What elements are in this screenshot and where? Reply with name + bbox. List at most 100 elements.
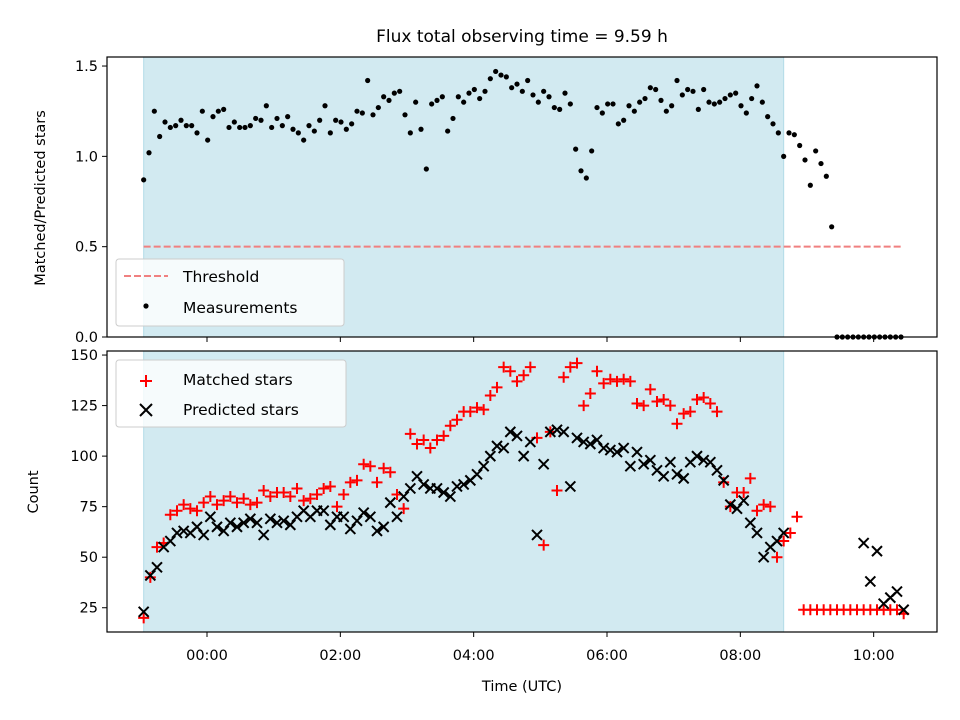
matched-star-point xyxy=(524,361,536,373)
measurement-point xyxy=(743,110,749,116)
measurement-point xyxy=(567,101,573,107)
predicted-star-point xyxy=(497,442,510,454)
matched-star-point xyxy=(744,472,756,484)
measurement-point xyxy=(813,148,819,154)
x-tick-label: 08:00 xyxy=(719,648,761,664)
matched-star-point xyxy=(331,501,343,513)
matched-star-point xyxy=(464,406,476,418)
measurement-point xyxy=(631,108,637,114)
measurement-point xyxy=(146,150,152,156)
predicted-star-point xyxy=(564,480,577,493)
measurement-point xyxy=(487,76,493,82)
predicted-star-point xyxy=(397,490,410,503)
measurement-point xyxy=(701,86,707,93)
count-frame xyxy=(106,350,938,633)
matched-star-point xyxy=(211,499,223,511)
measurement-point xyxy=(375,104,381,111)
predicted-star-point xyxy=(404,482,417,495)
matched-star-point xyxy=(364,460,376,472)
measurement-point xyxy=(690,88,696,94)
matched-star-point xyxy=(411,438,423,450)
matched-star-point xyxy=(571,357,583,369)
measurement-point xyxy=(365,77,371,84)
measurement-point xyxy=(285,114,291,120)
matched-star-point xyxy=(624,375,636,387)
ratio-y-tick-label: 0.5 xyxy=(75,240,98,256)
matched-star-point xyxy=(478,404,490,416)
measurement-point xyxy=(546,94,552,100)
predicted-star-point xyxy=(364,511,377,523)
measurement-point xyxy=(727,92,733,98)
matched-star-point xyxy=(311,489,323,501)
measurement-point xyxy=(445,128,451,134)
predicted-star-point xyxy=(444,490,457,503)
ratio-panel: 0.0 0.5 1.0 1.5 Matched/Predicted stars Thr… xyxy=(33,56,938,346)
measurement-point xyxy=(354,108,360,114)
measurement-point xyxy=(231,119,237,125)
matched-star-point xyxy=(784,527,796,539)
matched-star-point xyxy=(191,505,203,517)
predicted-star-point xyxy=(611,446,623,458)
measurement-point xyxy=(167,124,173,131)
measurement-point xyxy=(274,115,280,122)
measurement-point xyxy=(530,92,536,98)
matched-star-point xyxy=(471,402,483,414)
predicted-star-point xyxy=(637,458,650,470)
measurement-point xyxy=(605,101,611,107)
measurement-point xyxy=(279,123,285,129)
measurement-point xyxy=(706,99,712,105)
measurement-point xyxy=(423,166,429,172)
x-tick-label: 04:00 xyxy=(453,648,495,664)
measurement-point xyxy=(791,132,797,138)
measurement-point xyxy=(391,90,397,96)
count-y-tick-label: 150 xyxy=(70,348,98,364)
measurement-point xyxy=(189,123,195,129)
measurement-point xyxy=(199,108,205,114)
matched-star-point xyxy=(718,476,730,488)
predicted-star-point xyxy=(571,432,583,444)
matched-star-point xyxy=(611,375,623,387)
measurement-point xyxy=(263,103,269,109)
predicted-star-point xyxy=(257,529,270,541)
predicted-star-point xyxy=(671,468,683,481)
measurement-point xyxy=(759,99,765,105)
predicted-star-point xyxy=(584,438,597,450)
matched-star-point xyxy=(564,361,576,373)
predicted-star-point xyxy=(777,527,790,539)
measurement-point xyxy=(290,126,296,132)
predicted-star-point xyxy=(857,537,870,549)
predicted-star-point xyxy=(271,517,283,529)
matched-star-point xyxy=(438,430,450,442)
measurement-point xyxy=(647,85,653,91)
measurement-point xyxy=(573,146,579,152)
measurement-point xyxy=(386,97,392,103)
matched-star-point xyxy=(598,377,610,389)
measurement-point xyxy=(471,86,477,93)
measurement-point xyxy=(551,104,557,111)
predicted-star-point xyxy=(224,517,237,529)
matched-star-point xyxy=(244,499,256,511)
predicted-star-point xyxy=(531,529,543,541)
predicted-star-point xyxy=(697,454,710,466)
predicted-star-point xyxy=(504,426,517,438)
count-y-tick-label: 50 xyxy=(80,550,98,566)
measurement-point xyxy=(370,112,376,118)
matched-star-point xyxy=(698,391,710,403)
measurement-point xyxy=(162,119,168,125)
predicted-star-point xyxy=(171,527,183,539)
predicted-star-point xyxy=(537,458,550,470)
predicted-star-point xyxy=(477,460,490,472)
matched-star-point xyxy=(518,369,530,381)
matched-star-point xyxy=(351,474,363,486)
predicted-star-point xyxy=(351,515,363,527)
measurement-point xyxy=(295,130,301,136)
matched-star-point xyxy=(451,414,463,426)
measurement-point xyxy=(503,74,509,80)
measurement-point xyxy=(823,173,829,179)
predicted-star-point xyxy=(691,450,703,462)
predicted-star-point xyxy=(377,521,390,533)
measurement-point xyxy=(658,97,664,103)
predicted-star-point xyxy=(231,521,243,533)
predicted-star-point xyxy=(557,426,570,438)
